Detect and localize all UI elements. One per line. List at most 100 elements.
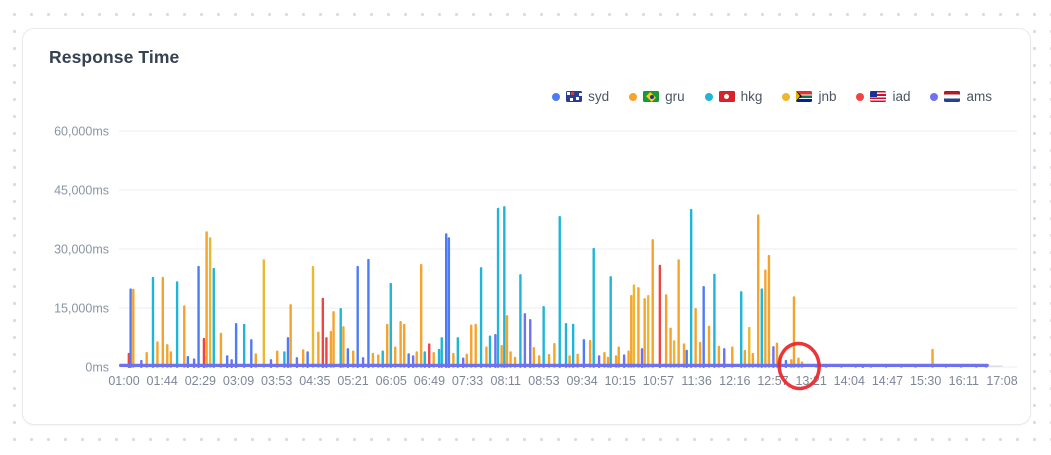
spike-gru: [329, 330, 333, 368]
spike-ams: [640, 348, 644, 368]
spike-iad: [325, 337, 328, 368]
baseline-ams: [119, 363, 989, 367]
response-time-card: Response Time syd gru hkg jnb iad ams 0ms 15,0…: [22, 28, 1031, 425]
spike-syd: [286, 337, 290, 368]
y-tick-label: 0ms: [85, 361, 109, 375]
legend-label: gru: [665, 89, 685, 104]
spike-gru: [532, 346, 536, 368]
spike-hkg: [381, 350, 384, 368]
spike-hkg: [558, 215, 561, 368]
flag-hk-icon: [718, 91, 735, 102]
spike-gru: [651, 239, 654, 368]
chart-legend: syd gru hkg jnb iad ams: [552, 89, 992, 104]
legend-dot-icon: [856, 92, 865, 101]
x-tick-label: 02:29: [185, 374, 216, 388]
spike-hkg: [339, 308, 342, 368]
spike-ams: [723, 348, 726, 368]
spike-gru: [505, 315, 509, 368]
spike-gru: [682, 343, 686, 368]
spike-syd: [250, 339, 253, 368]
legend-item-hkg[interactable]: hkg: [704, 89, 763, 104]
legend-item-jnb[interactable]: jnb: [782, 89, 836, 104]
x-tick-label: 06:05: [376, 374, 407, 388]
legend-label: syd: [588, 89, 610, 104]
spike-gru: [342, 326, 345, 368]
spike-gru: [731, 346, 734, 368]
spike-syd: [702, 285, 705, 368]
legend-dot-icon: [782, 92, 791, 101]
spike-syd: [197, 265, 200, 368]
spike-gru: [637, 287, 640, 368]
legend-label: jnb: [818, 89, 837, 104]
spike-hkg: [689, 208, 693, 368]
spike-gru: [161, 276, 165, 368]
x-tick-label: 06:49: [414, 374, 445, 388]
spike-gru: [792, 296, 796, 368]
spike-hkg: [212, 267, 215, 368]
spike-gru: [219, 332, 223, 368]
spike-ams: [523, 313, 527, 368]
annotation-circle-icon: [777, 341, 821, 391]
spike-jnb: [311, 265, 315, 368]
x-tick-label: 13:21: [795, 374, 826, 388]
spike-hkg: [479, 267, 483, 368]
spike-hkg: [740, 291, 743, 368]
spike-gru: [617, 346, 620, 368]
legend-dot-icon: [629, 92, 638, 101]
x-tick-label: 08:11: [491, 374, 521, 388]
x-tick-label: 07:33: [452, 374, 483, 388]
spike-syd: [685, 349, 688, 368]
x-tick-label: 11:36: [681, 374, 711, 388]
x-tick-label: 01:00: [108, 374, 139, 388]
spike-gru: [627, 350, 630, 368]
y-tick-label: 60,000ms: [54, 125, 109, 139]
flag-nl-icon: [944, 91, 961, 102]
legend-label: hkg: [740, 89, 763, 104]
legend-item-syd[interactable]: syd: [552, 89, 609, 104]
legend-item-gru[interactable]: gru: [629, 89, 685, 104]
x-tick-label: 04:35: [299, 374, 330, 388]
legend-item-iad[interactable]: iad: [856, 89, 910, 104]
spike-jnb: [632, 284, 636, 368]
spike-gru: [289, 304, 292, 368]
spike-gru: [485, 346, 488, 368]
spike-gru: [717, 345, 721, 368]
spike-gru: [394, 346, 397, 368]
spike-gru: [301, 349, 305, 368]
spike-iad: [202, 337, 206, 368]
spike-gru: [317, 331, 320, 368]
y-tick-label: 45,000ms: [54, 184, 109, 198]
spike-gru: [399, 320, 402, 368]
spike-syd: [346, 348, 350, 368]
legend-dot-icon: [552, 92, 561, 101]
spike-ams: [772, 346, 775, 368]
legend-label: iad: [892, 89, 911, 104]
x-tick-label: 08:53: [528, 374, 559, 388]
spike-gru: [402, 323, 406, 368]
x-tick-label: 14:47: [872, 374, 903, 388]
spike-hkg: [440, 337, 443, 368]
spike-syd: [582, 339, 586, 368]
spike-syd: [367, 258, 370, 368]
spike-jnb: [647, 295, 650, 368]
spike-gru: [931, 348, 934, 368]
spike-hkg: [609, 276, 612, 368]
x-tick-label: 05:21: [337, 374, 368, 388]
spike-syd: [445, 233, 448, 368]
legend-item-ams[interactable]: ams: [930, 89, 992, 104]
spike-syd: [234, 322, 238, 368]
spike-hkg: [713, 273, 716, 368]
spike-jnb: [262, 259, 266, 368]
baseline-tail: [988, 365, 1003, 367]
spike-gru: [132, 288, 135, 368]
y-tick-label: 15,000ms: [54, 302, 109, 316]
spike-gru: [707, 325, 711, 368]
spike-gru: [183, 305, 186, 368]
spike-iad: [428, 343, 431, 368]
x-tick-label: 15:30: [910, 374, 941, 388]
spike-gru: [630, 295, 633, 368]
spike-gru: [276, 350, 279, 368]
page-title: Response Time: [49, 47, 180, 67]
x-tick-label: 03:53: [261, 374, 292, 388]
spike-gru: [470, 324, 473, 368]
